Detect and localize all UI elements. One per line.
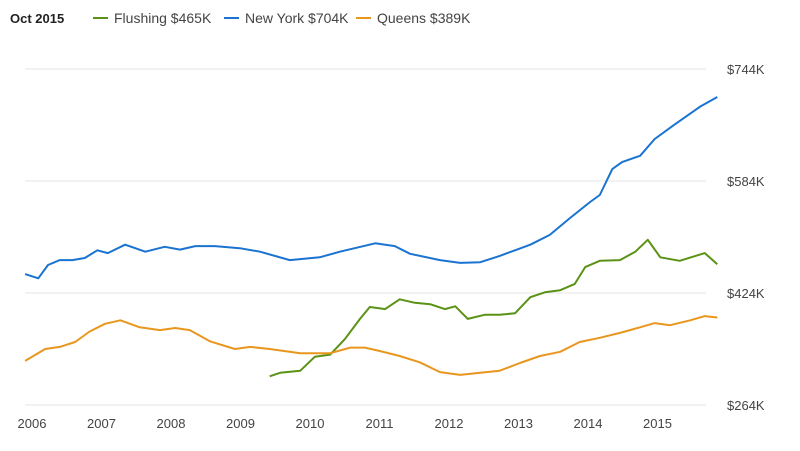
legend-item-queens[interactable]: Queens $389K — [356, 10, 470, 26]
x-tick-label: 2015 — [643, 416, 672, 431]
legend-item-new-york[interactable]: New York $704K — [224, 10, 349, 26]
x-tick-label: 2009 — [226, 416, 255, 431]
y-tick-label: $264K — [727, 398, 765, 413]
series-line-queens — [24, 315, 718, 376]
chart-title: Oct 2015 — [10, 11, 65, 26]
x-tick-label: 2011 — [366, 416, 394, 431]
legend-swatch — [93, 17, 108, 19]
x-tick-label: 2007 — [87, 416, 116, 431]
legend-swatch — [356, 17, 371, 19]
x-tick-label: 2012 — [435, 416, 464, 431]
series-line-new-york — [24, 96, 718, 280]
y-tick-label: $424K — [727, 286, 765, 301]
x-tick-label: 2008 — [157, 416, 186, 431]
x-tick-label: 2013 — [504, 416, 533, 431]
x-tick-label: 2010 — [296, 416, 325, 431]
x-tick-label: 2014 — [574, 416, 603, 431]
legend-swatch — [224, 17, 239, 19]
series-line-flushing — [269, 238, 718, 378]
y-tick-label: $584K — [727, 174, 765, 189]
legend-item-flushing[interactable]: Flushing $465K — [93, 10, 211, 26]
y-tick-label: $744K — [727, 62, 765, 77]
x-tick-label: 2006 — [18, 416, 47, 431]
